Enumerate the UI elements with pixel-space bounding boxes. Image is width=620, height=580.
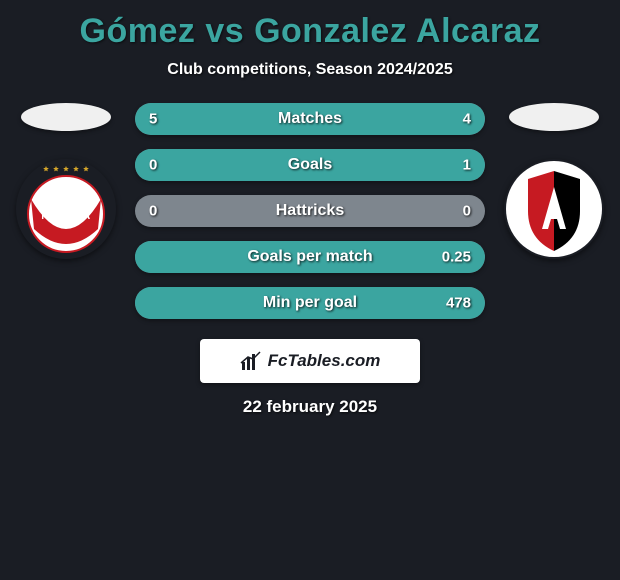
bar-value-left: 5 <box>149 111 157 128</box>
right-flag <box>509 103 599 131</box>
left-side: NECAXA <box>11 103 121 259</box>
atlas-crest-svg <box>504 159 604 259</box>
bar-value-right: 4 <box>463 111 471 128</box>
stat-bar: Min per goal478 <box>135 287 485 319</box>
bar-value-right: 478 <box>446 295 471 312</box>
stat-bar: Goals0 1 <box>135 149 485 181</box>
stat-bars: Matches54Goals01Hattricks00Goals per mat… <box>135 103 485 319</box>
svg-text:NECAXA: NECAXA <box>41 210 90 222</box>
bar-value-left: 0 <box>149 203 157 220</box>
bar-label: Goals <box>135 156 485 174</box>
bar-value-left: 0 <box>149 157 157 174</box>
brand-text: FcTables.com <box>268 351 381 371</box>
necaxa-crest-svg: NECAXA <box>16 159 116 259</box>
main-layout: NECAXA Matches54Goals01Hattricks00Goals … <box>0 103 620 319</box>
stat-bar: Matches5 4 <box>135 103 485 135</box>
bar-label: Matches <box>135 110 485 128</box>
left-flag <box>21 103 111 131</box>
stat-bar: Goals per match0.25 <box>135 241 485 273</box>
stat-bar: Hattricks0 0 <box>135 195 485 227</box>
date-text: 22 february 2025 <box>0 397 620 417</box>
subtitle: Club competitions, Season 2024/2025 <box>0 61 620 79</box>
right-crest <box>504 159 604 259</box>
bar-value-right: 0.25 <box>442 249 471 266</box>
bar-value-right: 1 <box>463 157 471 174</box>
page-title: Gómez vs Gonzalez Alcaraz <box>0 12 620 51</box>
bar-label: Hattricks <box>135 202 485 220</box>
bar-label: Goals per match <box>135 248 485 266</box>
brand-badge: FcTables.com <box>200 339 420 383</box>
bar-label: Min per goal <box>135 294 485 312</box>
brand-chart-icon <box>240 350 262 372</box>
right-side <box>499 103 609 259</box>
left-crest: NECAXA <box>16 159 116 259</box>
comparison-infographic: Gómez vs Gonzalez Alcaraz Club competiti… <box>0 0 620 580</box>
bar-value-right: 0 <box>463 203 471 220</box>
